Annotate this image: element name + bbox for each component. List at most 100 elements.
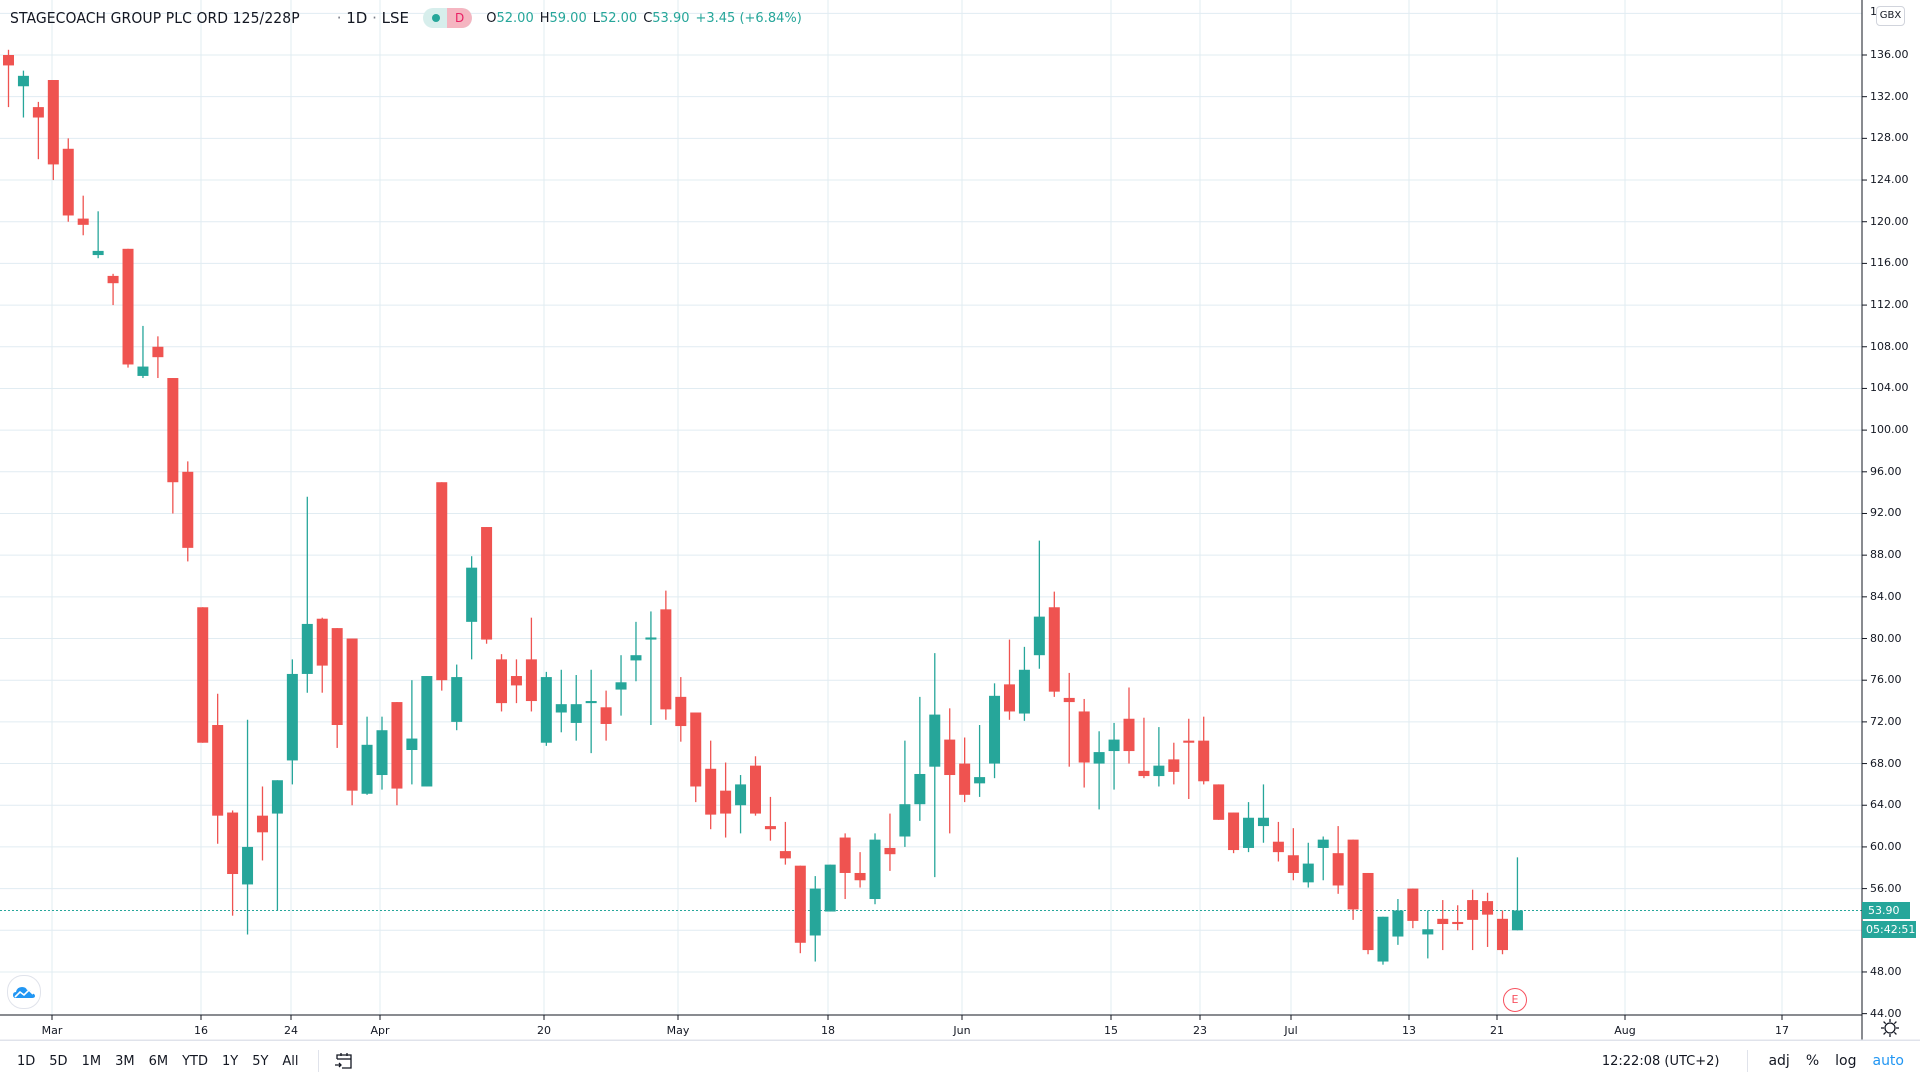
symbol-title[interactable]: STAGECOACH GROUP PLC ORD 125/228P [10,9,300,27]
candle [1511,857,1523,931]
range-1y-button[interactable]: 1Y [221,1053,239,1069]
range-6m-button[interactable]: 6M [148,1053,169,1069]
price-tick-label: 128.00 [1870,131,1909,145]
price-tick-label: 120.00 [1870,214,1909,228]
price-tick-label: 56.00 [1870,881,1902,895]
time-tick-label: Jul [1284,1024,1298,1037]
candle [107,273,119,306]
candle [929,653,941,878]
candlestick-chart[interactable] [0,0,1920,1040]
log-scale-toggle[interactable]: log [1835,1053,1857,1069]
candle [630,621,642,682]
candle [1407,888,1419,929]
bar-countdown-tag: 05:42:51 [1862,921,1916,938]
candle [62,138,74,222]
candle [944,708,956,834]
candle [346,638,358,806]
cloud-chart-icon [13,987,35,998]
change-value: +3.45 (+6.84%) [695,10,802,26]
candle [361,716,373,795]
candle [750,756,761,816]
candle [1213,784,1225,820]
candle [690,712,702,803]
date-range-buttons: 1D 5D 1M 3M 6M YTD 1Y 5Y All [10,1054,306,1069]
earnings-marker[interactable]: E [1503,988,1527,1012]
candle [570,674,582,741]
candle [47,80,59,181]
candle [899,740,911,847]
candle [197,607,209,743]
candle [1093,731,1105,810]
candle [1317,836,1329,881]
candle [1078,698,1090,788]
candle [212,693,224,844]
interval-label: 1D [346,9,368,27]
time-tick-label: 16 [194,1024,208,1037]
range-all-button[interactable]: All [282,1053,299,1069]
time-tick-label: 13 [1402,1024,1416,1037]
time-tick-label: Jun [953,1024,971,1037]
candle [331,628,343,748]
delayed-data-badge[interactable]: D [447,8,473,28]
time-tick-label: 20 [537,1024,551,1037]
candle [779,821,791,865]
tradingview-logo-button[interactable] [7,975,41,1009]
range-5y-button[interactable]: 5Y [252,1053,269,1069]
candle [824,864,836,912]
candle [585,669,597,754]
time-tick-label: 21 [1490,1024,1504,1037]
candle [316,617,328,693]
candle [256,786,268,861]
price-tick-label: 76.00 [1870,673,1902,687]
toolbar-divider [1747,1050,1749,1072]
calendar-goto-icon[interactable] [333,1050,355,1072]
candle [809,876,821,962]
price-tick-label: 80.00 [1870,631,1902,645]
auto-scale-toggle[interactable]: auto [1872,1053,1904,1069]
candle [77,195,89,236]
candle [436,482,448,691]
candle [1168,742,1180,785]
range-3m-button[interactable]: 3M [115,1053,135,1069]
price-tick-label: 136.00 [1870,48,1909,61]
candle [869,833,881,905]
price-top-partial-label: 1 [1870,5,1877,18]
time-tick-label: 24 [284,1024,298,1037]
time-tick-label: Apr [370,1024,390,1037]
time-tick-label: 17 [1775,1024,1789,1037]
range-1m-button[interactable]: 1M [81,1053,102,1069]
market-status[interactable]: D [423,8,473,28]
bottom-toolbar: 1D 5D 1M 3M 6M YTD 1Y 5Y All 12:22:08 (U… [0,1040,1920,1081]
candle [615,655,627,716]
candle [540,671,552,746]
candle [1033,540,1045,669]
time-tick-label: Aug [1614,1024,1636,1037]
candle [510,659,522,704]
candle [914,696,926,821]
last-price-tag: 53.90 [1862,902,1910,919]
candle [1138,717,1150,779]
candle [660,590,672,720]
candle [451,664,463,731]
candle [122,248,134,368]
adjust-data-toggle[interactable]: adj [1768,1053,1790,1069]
separator: · [367,9,382,27]
candle [17,70,29,118]
candle [1108,722,1120,790]
range-5d-button[interactable]: 5D [49,1053,68,1069]
price-tick-label: 68.00 [1870,756,1902,770]
candle [1362,872,1374,955]
candle [839,833,851,900]
range-1d-button[interactable]: 1D [17,1053,36,1069]
percent-scale-toggle[interactable]: % [1805,1053,1820,1069]
price-tick-label: 92.00 [1870,506,1902,520]
settings-gear-icon[interactable] [1880,1018,1900,1038]
candle [1257,784,1269,843]
candle [1003,639,1015,720]
clock-timezone[interactable]: 12:22:08 (UTC+2) [1601,1053,1720,1069]
candle [1452,905,1464,931]
candle [1228,812,1240,854]
candle [1063,672,1075,767]
currency-button[interactable]: GBX [1876,6,1905,26]
range-ytd-button[interactable]: YTD [182,1053,208,1069]
